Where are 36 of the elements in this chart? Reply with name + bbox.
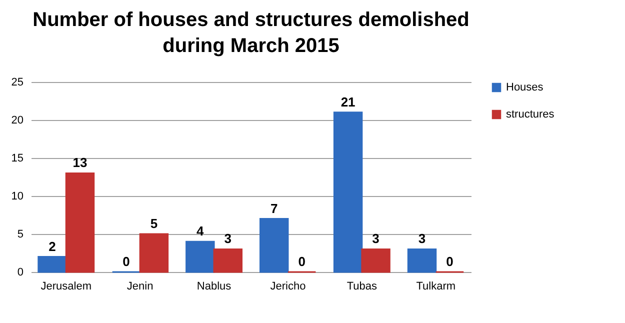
x-tick-label: Jerusalem: [40, 280, 92, 292]
bar: [213, 248, 243, 273]
bar: [333, 112, 363, 273]
data-label: 3: [224, 231, 232, 246]
data-label: 5: [150, 216, 158, 231]
x-tick-label: Jericho: [270, 280, 306, 292]
y-tick-label: 20: [11, 114, 24, 126]
data-label: 3: [372, 231, 380, 246]
y-tick-label: 0: [17, 266, 24, 278]
data-label: 0: [298, 254, 306, 269]
bar: [139, 233, 169, 273]
bar: [186, 240, 215, 273]
bar: [407, 248, 437, 273]
x-tick-label: Tubas: [346, 280, 378, 292]
y-tick-label: 5: [17, 228, 24, 240]
y-tick-label: 10: [11, 190, 24, 202]
data-label: 0: [446, 254, 454, 269]
x-tick-label: Nablus: [196, 280, 232, 292]
data-label: 0: [122, 254, 130, 269]
x-tick-label: Tulkarm: [416, 280, 456, 292]
data-label: 21: [340, 94, 356, 110]
y-tick-label: 15: [11, 152, 24, 164]
data-label: 13: [72, 155, 88, 170]
legend-label: Houses: [506, 82, 544, 94]
bar: [65, 172, 95, 273]
x-tick-label: Jenin: [126, 280, 154, 292]
chart-title: Number of houses and structures demolished during March 2015: [32, 9, 470, 57]
legend-label: structures: [506, 108, 555, 120]
data-label: 3: [418, 231, 426, 246]
data-label: 4: [196, 224, 205, 239]
data-label: 2: [48, 238, 56, 254]
y-tick-label: 25: [11, 76, 24, 88]
bar: [361, 248, 390, 273]
data-label: 7: [270, 200, 278, 216]
bar: [259, 218, 289, 273]
bar: [38, 256, 67, 273]
